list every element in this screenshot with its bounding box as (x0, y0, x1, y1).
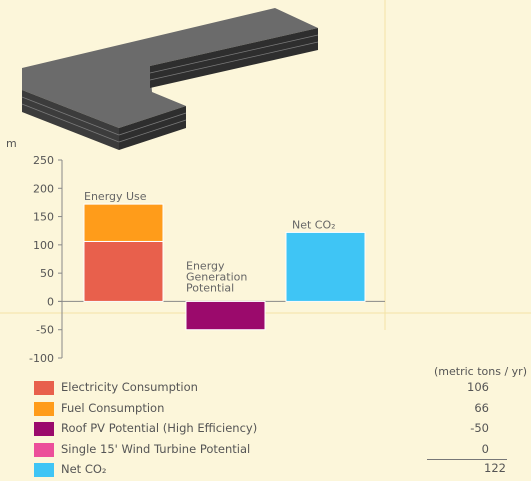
bar-segment (185, 300, 266, 331)
building-model (21, 8, 319, 150)
legend-label: Fuel Consumption (61, 400, 165, 415)
y-tick-label: 0 (47, 295, 54, 308)
legend-value: 0 (481, 441, 489, 456)
bar-label: Energy Use (84, 190, 147, 203)
bar-segment (83, 203, 164, 242)
legend-value: 106 (467, 380, 489, 394)
y-tick-label: 150 (33, 211, 54, 224)
total-divider (427, 459, 507, 460)
legend-label: Net CO₂ (61, 462, 107, 476)
legend-item: Single 15' Wind Turbine Potential 0 (34, 440, 514, 461)
legend-label: Single 15' Wind Turbine Potential (61, 441, 251, 456)
y-tick-label: 50 (40, 267, 54, 280)
legend-label: Roof PV Potential (High Efficiency) (61, 421, 258, 435)
total-value: 122 (484, 461, 506, 475)
legend-swatch (34, 381, 54, 395)
bar-segment (285, 231, 366, 302)
units-label: (metric tons / yr) (434, 365, 527, 378)
legend-swatch (34, 463, 54, 477)
y-tick-label: 200 (33, 182, 54, 195)
y-axis-unit: m (6, 137, 17, 150)
legend-value: -50 (470, 421, 489, 435)
y-tick-label: -50 (36, 324, 54, 337)
legend-label: Electricity Consumption (61, 380, 198, 394)
legend-item: Roof PV Potential (High Efficiency) -50 (34, 419, 514, 440)
legend-swatch (34, 422, 54, 436)
bar-segment (83, 240, 164, 302)
legend-item: Net CO₂ (34, 460, 514, 481)
y-tick-label: 250 (33, 154, 54, 167)
legend-item: Fuel Consumption 66 (34, 399, 514, 420)
legend-value: 66 (474, 400, 489, 415)
legend: Electricity Consumption 106 Fuel Consumpti… (34, 378, 514, 481)
bar-label: Net CO₂ (292, 218, 336, 231)
legend-item: Electricity Consumption 106 (34, 378, 514, 399)
y-tick-label: 100 (33, 239, 54, 252)
legend-swatch (34, 442, 54, 457)
bar-label: Energy Generation Potential (186, 259, 247, 294)
y-tick-label: -100 (29, 352, 54, 365)
legend-swatch (34, 401, 54, 416)
